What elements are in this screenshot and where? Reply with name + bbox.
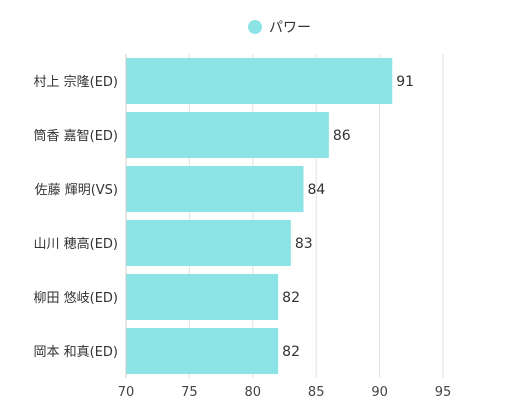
x-tick-label-80: 80 — [245, 385, 262, 400]
data-labels: 91 86 84 83 82 82 — [282, 74, 414, 360]
x-tick-label-90: 90 — [371, 385, 388, 400]
bars — [126, 58, 393, 374]
x-tick-label-75: 75 — [181, 385, 198, 400]
data-label-2: 84 — [308, 182, 326, 198]
bar-0[interactable] — [126, 58, 393, 104]
legend-swatch — [248, 20, 262, 34]
x-tick-label-70: 70 — [118, 385, 135, 400]
data-label-0: 91 — [396, 74, 414, 90]
category-labels: 村上 宗隆(ED) 筒香 嘉智(ED) 佐藤 輝明(VS) 山川 穂高(ED) 柳田 悠… — [33, 74, 118, 360]
data-label-3: 83 — [295, 236, 313, 252]
x-tick-label-85: 85 — [308, 385, 325, 400]
category-label-1: 筒香 嘉智(ED) — [33, 128, 118, 144]
bar-3[interactable] — [126, 220, 291, 266]
category-label-4: 柳田 悠岐(ED) — [33, 291, 118, 306]
bar-5[interactable] — [126, 328, 279, 374]
data-label-1: 86 — [333, 128, 351, 144]
x-tick-label-95: 95 — [435, 385, 452, 400]
bar-1[interactable] — [126, 112, 329, 158]
gridlines — [188, 54, 444, 378]
x-axis-ticks: 70 75 80 85 90 95 — [118, 385, 452, 400]
category-label-0: 村上 宗隆(ED) — [33, 74, 118, 90]
legend[interactable]: パワー — [248, 20, 311, 36]
legend-label: パワー — [269, 20, 311, 36]
bar-2[interactable] — [126, 166, 304, 212]
category-label-2: 佐藤 輝明(VS) — [35, 183, 118, 198]
category-label-5: 岡本 和真(ED) — [33, 345, 118, 360]
bar-4[interactable] — [126, 274, 279, 320]
data-label-4: 82 — [282, 290, 300, 306]
data-label-5: 82 — [282, 344, 300, 360]
category-label-3: 山川 穂高(ED) — [33, 236, 118, 252]
